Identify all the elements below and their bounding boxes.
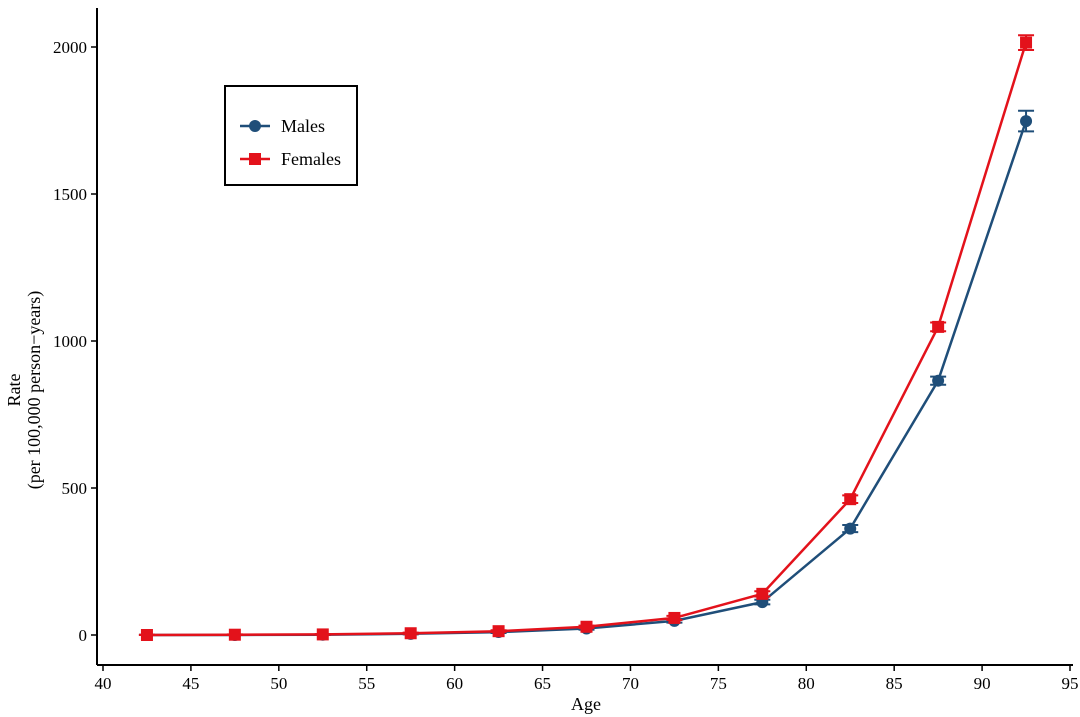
x-tick-label-85: 85	[886, 674, 903, 693]
x-tick-label-80: 80	[798, 674, 815, 693]
y-tick-label-1000: 1000	[53, 332, 87, 351]
y-axis-title-group: Rate (per 100,000 person−years)	[4, 291, 45, 490]
data-point-females	[404, 627, 417, 640]
x-axis-ticks: 40 45 50 55 60 65 70 75 80 85 90 95	[95, 665, 1079, 693]
data-point-females	[844, 493, 857, 506]
x-tick-label-95: 95	[1062, 674, 1079, 693]
x-tick-label-50: 50	[270, 674, 287, 693]
series-males	[138, 109, 1035, 641]
y-axis-subtitle: (per 100,000 person−years)	[24, 291, 45, 490]
data-point-females	[492, 625, 505, 638]
data-point-females	[228, 628, 241, 641]
y-tick-label-1500: 1500	[53, 185, 87, 204]
x-tick-label-75: 75	[710, 674, 727, 693]
x-tick-label-55: 55	[358, 674, 375, 693]
legend-label-males: Males	[281, 116, 325, 136]
legend-marker-males	[249, 120, 261, 132]
series-line-males	[147, 120, 1028, 637]
x-axis-title: Age	[571, 694, 601, 714]
legend-label-females: Females	[281, 149, 341, 169]
data-point-females	[580, 620, 593, 633]
axes	[96, 8, 1073, 666]
legend: Males Females	[224, 85, 358, 186]
series-layer	[138, 34, 1035, 641]
x-tick-label-40: 40	[95, 674, 112, 693]
x-tick-label-60: 60	[446, 674, 463, 693]
y-tick-label-0: 0	[79, 626, 88, 645]
data-point-males	[1020, 115, 1033, 128]
data-point-females	[932, 320, 945, 333]
y-tick-label-2000: 2000	[53, 38, 87, 57]
series-females	[138, 34, 1035, 641]
data-point-males	[932, 374, 945, 387]
legend-box	[224, 85, 358, 186]
y-axis-title: Rate	[4, 374, 24, 407]
data-point-males	[844, 522, 857, 535]
data-point-females	[140, 629, 153, 641]
x-tick-label-70: 70	[622, 674, 639, 693]
x-tick-label-90: 90	[974, 674, 991, 693]
data-point-females	[1020, 36, 1033, 49]
data-point-females	[668, 611, 681, 624]
legend-marker-females	[249, 153, 261, 165]
x-tick-label-45: 45	[182, 674, 199, 693]
data-point-females	[756, 587, 769, 600]
y-axis-ticks: 0 500 1000 1500 2000	[53, 38, 97, 645]
x-tick-label-65: 65	[534, 674, 551, 693]
y-tick-label-500: 500	[62, 479, 88, 498]
data-point-females	[316, 628, 329, 641]
